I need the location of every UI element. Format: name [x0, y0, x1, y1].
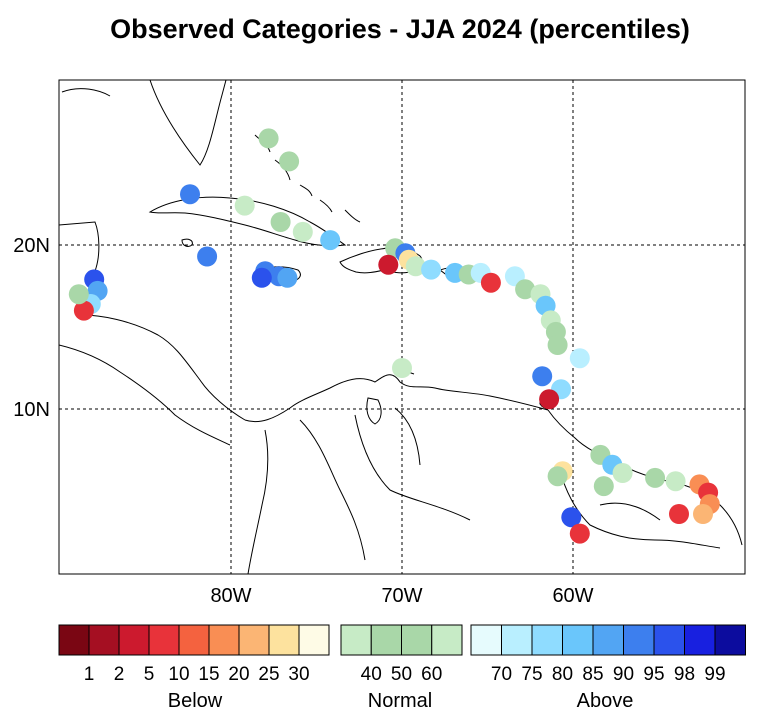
station-dot	[593, 476, 614, 497]
colorbar-below-swatch	[268, 624, 300, 656]
station-dot	[693, 504, 713, 524]
colorbar-group-below: Below	[167, 690, 223, 712]
colorbar-above-swatch	[562, 624, 594, 656]
colorbar-normal-swatch	[340, 624, 372, 656]
station-dot	[421, 259, 442, 280]
colorbar-above-label: 75	[521, 664, 543, 685]
station-dot	[480, 272, 501, 293]
station-dot	[180, 184, 200, 205]
colorbar-normal-label: 40	[360, 664, 382, 685]
station-dot	[665, 471, 686, 492]
colorbar-above-label: 99	[704, 664, 726, 685]
colorbar-above-swatch	[531, 624, 563, 656]
colorbar-below-swatch	[298, 624, 330, 656]
station-dot	[392, 358, 412, 378]
colorbar-normal-label: 60	[421, 664, 443, 685]
colorbar-below-label: 15	[198, 664, 220, 685]
station-dot	[320, 230, 341, 251]
lon-tick-80w: 80W	[210, 585, 251, 607]
colorbar-above-swatch	[684, 624, 716, 656]
station-dot	[197, 246, 218, 267]
station-dot	[515, 279, 536, 300]
map-title: Observed Categories - JJA 2024 (percenti…	[110, 14, 690, 44]
lon-tick-70w: 70W	[381, 585, 422, 607]
colorbar-group-above: Above	[576, 690, 634, 712]
colorbar-above-swatch	[623, 624, 655, 656]
station-dot	[669, 504, 689, 524]
colorbar-above-label: 90	[612, 664, 635, 685]
colorbar-above-swatch	[592, 624, 624, 656]
colorbar-above-label: 70	[490, 664, 513, 685]
station-dot	[612, 463, 633, 483]
colorbar-above-label: 80	[551, 664, 574, 685]
colorbar-below-swatch	[88, 624, 120, 656]
station-dot	[569, 523, 590, 544]
colorbar-below-label: 5	[143, 664, 155, 685]
colorbar-above-label: 95	[643, 664, 665, 685]
station-dot	[532, 366, 553, 387]
station-dot	[234, 195, 255, 216]
station-dot	[251, 267, 272, 288]
colorbar-normal-label: 50	[390, 664, 413, 685]
colorbar-below-label: 20	[228, 664, 250, 685]
colorbar-below-swatch	[118, 624, 150, 656]
colorbar-group-normal: Normal	[367, 690, 433, 712]
station-dot	[405, 256, 426, 277]
station-dot	[292, 221, 313, 242]
colorbar-above-swatch	[714, 624, 746, 656]
colorbar-below-swatch	[148, 624, 180, 656]
colorbar-above-swatch	[501, 624, 533, 656]
station-dot	[539, 389, 560, 410]
colorbar-below-label: 25	[258, 664, 280, 685]
colorbar-below-label: 2	[113, 664, 125, 685]
colorbar-normal-swatch	[370, 624, 402, 656]
station-dot	[73, 300, 94, 321]
station-dot	[277, 267, 298, 288]
lon-tick-60w: 60W	[552, 585, 593, 607]
station-dot	[645, 467, 666, 488]
colorbar-normal-swatch	[401, 624, 433, 656]
colorbar-above-swatch	[653, 624, 685, 656]
colorbar-below-swatch	[208, 624, 240, 656]
station-dot	[561, 507, 582, 528]
colorbar-below-label: 1	[83, 664, 95, 685]
lat-tick-20n: 20N	[13, 235, 50, 257]
station-dot	[547, 466, 568, 487]
station-dot	[569, 348, 590, 369]
colorbar	[58, 624, 746, 656]
station-dot	[270, 212, 291, 232]
colorbar-below-label: 10	[168, 664, 190, 685]
colorbar-below-swatch	[238, 624, 270, 656]
station-dot	[547, 335, 568, 355]
station-dot	[279, 151, 300, 172]
colorbar-below-label: 30	[288, 664, 310, 685]
colorbar-below-swatch	[58, 624, 90, 656]
station-markers	[68, 128, 720, 544]
colorbar-below-swatch	[178, 624, 210, 656]
colorbar-normal-swatch	[431, 624, 463, 656]
colorbar-above-swatch	[470, 624, 502, 656]
colorbar-above-label: 85	[582, 664, 604, 685]
colorbar-above-label: 98	[673, 664, 696, 685]
lat-tick-10n: 10N	[13, 399, 50, 421]
station-dot	[68, 284, 89, 305]
station-dot	[258, 128, 279, 149]
station-dot	[378, 254, 399, 275]
